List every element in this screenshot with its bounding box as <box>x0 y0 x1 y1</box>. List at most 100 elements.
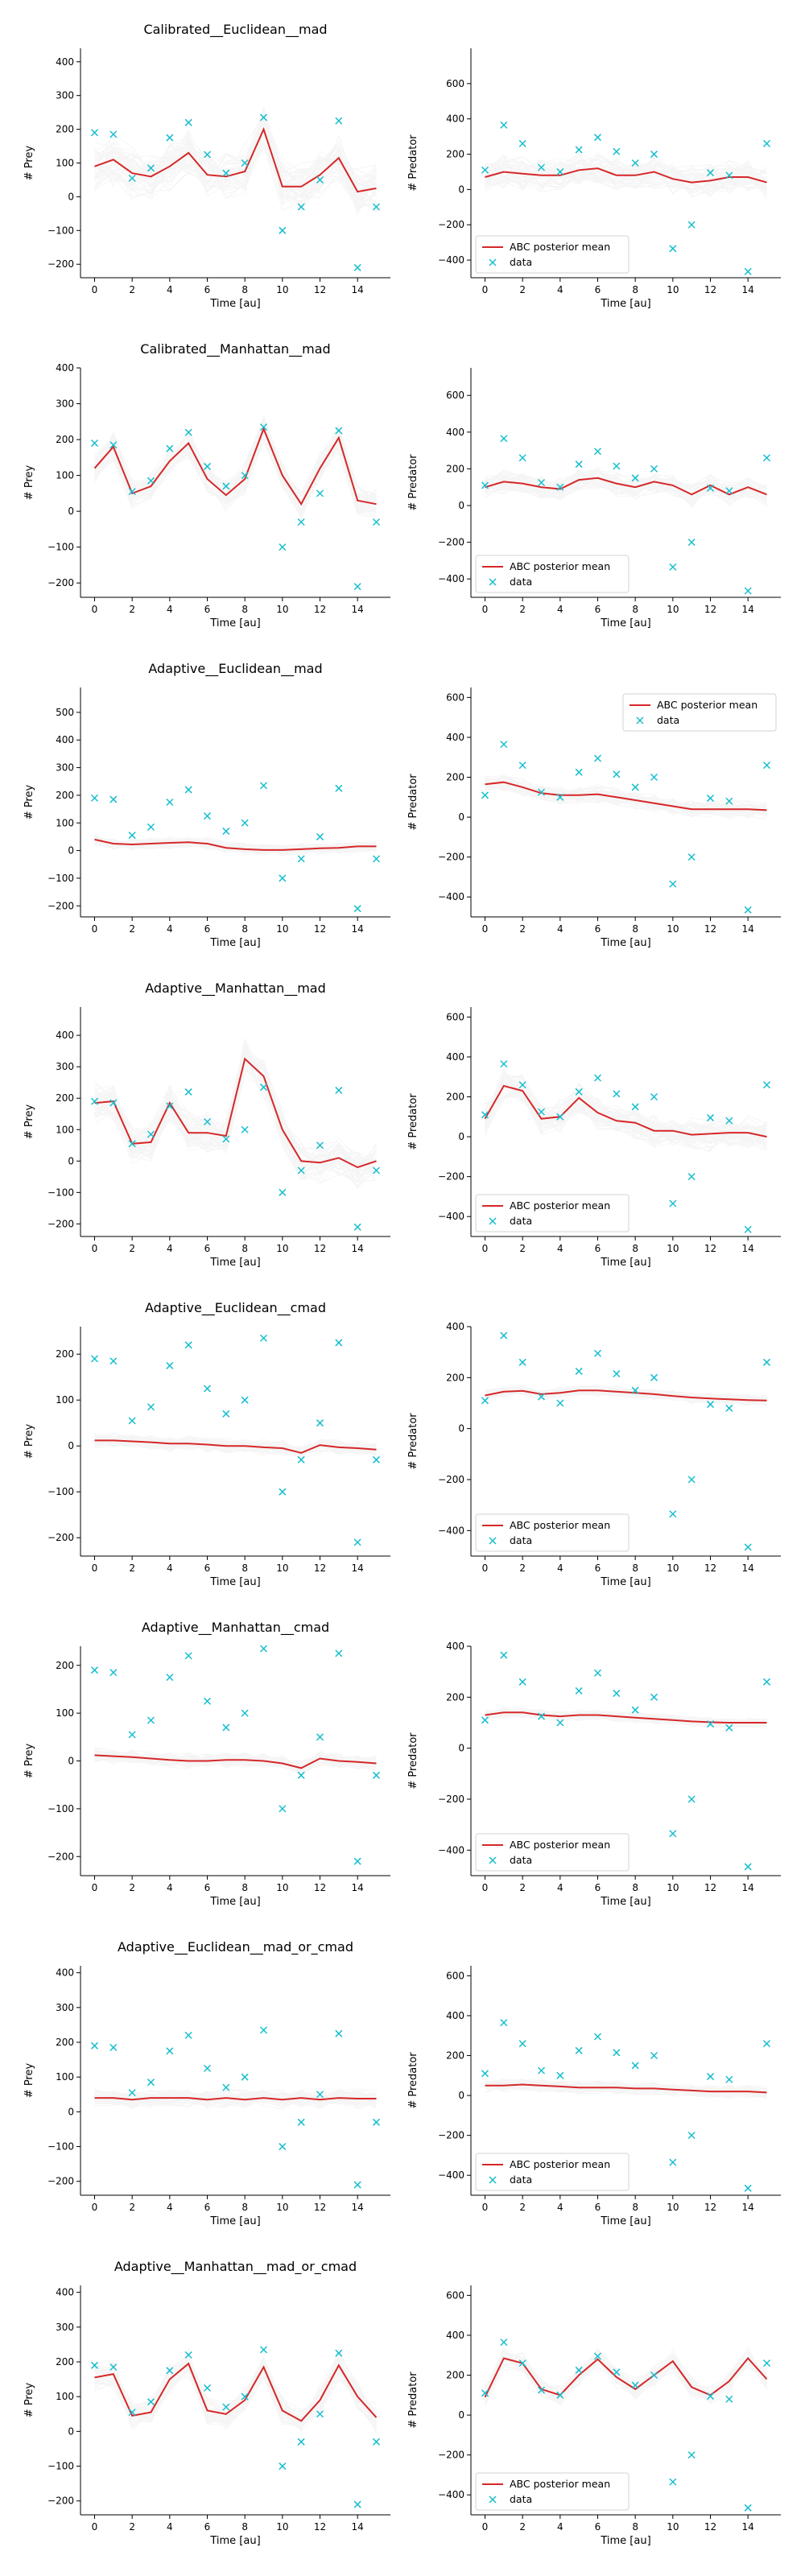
x-tick-label: 14 <box>742 1563 754 1574</box>
x-tick-label: 0 <box>482 1243 489 1254</box>
data-point <box>762 454 771 462</box>
sample-line <box>94 2088 377 2106</box>
sample-line <box>94 1749 377 1772</box>
data-point <box>725 2395 733 2403</box>
x-tick-label: 14 <box>742 1882 754 1893</box>
sample-line <box>94 2093 377 2108</box>
data-point <box>128 1140 136 1148</box>
sample-line <box>485 153 767 191</box>
sample-line <box>485 473 767 507</box>
data-point <box>687 1476 696 1484</box>
y-tick-label: 100 <box>56 1124 74 1135</box>
sample-line <box>485 1388 767 1398</box>
y-tick-label: 200 <box>56 124 74 135</box>
x-tick-label: 14 <box>352 1882 364 1893</box>
sample-line <box>94 129 377 206</box>
data-point <box>259 1084 268 1092</box>
legend-box <box>475 555 630 593</box>
data-point <box>481 1397 489 1405</box>
legend-data-label: data <box>510 576 532 588</box>
sample-line <box>94 2355 377 2431</box>
data-point <box>556 1113 564 1121</box>
y-tick-label: 0 <box>68 1440 74 1451</box>
panel-8-predator: 0 2 4 6 8 10 12 14 −400 −200 0 200 400 600 Time [au] # … <box>407 2285 781 2547</box>
data-point <box>279 543 287 551</box>
sample-line <box>94 2355 377 2417</box>
sample-line <box>485 786 767 815</box>
y-tick-label: 100 <box>56 1707 74 1719</box>
panel-5-prey: 0 2 4 6 8 10 12 14 −200 −100 0 100 200 Time [au] # Pre… <box>23 1327 390 1588</box>
data-point <box>372 1455 381 1463</box>
data-point <box>613 2049 621 2057</box>
y-tick-label: 600 <box>446 2289 464 2301</box>
sample-line <box>94 1440 377 1452</box>
sample-line <box>485 780 767 815</box>
y-tick-label: 200 <box>56 1092 74 1104</box>
y-tick-label: 400 <box>446 732 464 743</box>
legend-data-label: data <box>657 714 679 726</box>
sample-line <box>485 159 767 196</box>
data-point <box>316 1141 324 1150</box>
sample-line <box>485 1067 767 1143</box>
x-tick-label: 12 <box>704 604 716 615</box>
y-axis-label: # Prey <box>23 2383 35 2418</box>
sample-line <box>94 2090 377 2110</box>
sample-line <box>94 838 377 855</box>
legend-data-swatch <box>489 1856 497 1864</box>
sample-line <box>485 164 767 188</box>
x-tick-label: 8 <box>632 1563 638 1574</box>
data-point <box>90 1355 99 1363</box>
data-point <box>297 855 305 863</box>
x-tick-label: 10 <box>276 1563 288 1574</box>
x-tick-label: 10 <box>667 2521 679 2533</box>
sample-line <box>94 2093 377 2108</box>
sample-line <box>485 473 767 503</box>
sample-line <box>485 782 767 817</box>
sample-line <box>485 2350 767 2403</box>
mean-line <box>93 426 377 506</box>
x-tick-label: 4 <box>167 604 173 615</box>
data-point <box>500 1651 508 1659</box>
sample-line <box>94 2091 377 2110</box>
sample-line <box>94 1751 377 1770</box>
y-axis-label: # Predator <box>407 774 419 831</box>
x-tick-label: 2 <box>129 2521 135 2533</box>
y-axis-label: # Predator <box>407 1413 419 1470</box>
legend-box <box>475 2153 630 2191</box>
sample-line <box>94 423 377 511</box>
data-points <box>481 2019 771 2192</box>
sample-line <box>485 157 767 197</box>
sample-line <box>94 2356 377 2427</box>
sample-line <box>485 1083 767 1149</box>
data-point <box>90 2041 99 2050</box>
data-points <box>90 1084 381 1231</box>
data-point <box>109 1357 118 1365</box>
sample-line <box>485 1073 767 1143</box>
sample-line <box>94 415 377 520</box>
x-tick-label: 0 <box>482 2202 489 2213</box>
sample-line <box>94 1438 377 1455</box>
mean-line <box>94 126 377 193</box>
sample-line <box>485 785 767 818</box>
legend-data-swatch <box>489 1537 497 1545</box>
sample-line <box>94 2361 377 2429</box>
sample-line <box>94 1746 377 1770</box>
x-tick-label: 10 <box>276 2521 288 2533</box>
mean-line <box>94 1439 377 1454</box>
data-point <box>593 448 602 456</box>
sample-line <box>485 151 767 191</box>
data-point <box>166 2367 174 2375</box>
data-point <box>147 1403 155 1411</box>
sample-line <box>485 1712 767 1724</box>
x-tick-label: 12 <box>704 1243 716 1254</box>
y-tick-label: −400 <box>438 2169 464 2181</box>
x-tick-label: 4 <box>167 1882 173 1893</box>
sample-line <box>485 1712 767 1728</box>
sample-line <box>485 782 767 813</box>
sample-line <box>485 2351 767 2400</box>
sample-line <box>485 160 767 189</box>
legend-box <box>475 2472 630 2511</box>
data-point <box>481 2389 489 2397</box>
y-tick-label: −200 <box>47 1532 74 1543</box>
